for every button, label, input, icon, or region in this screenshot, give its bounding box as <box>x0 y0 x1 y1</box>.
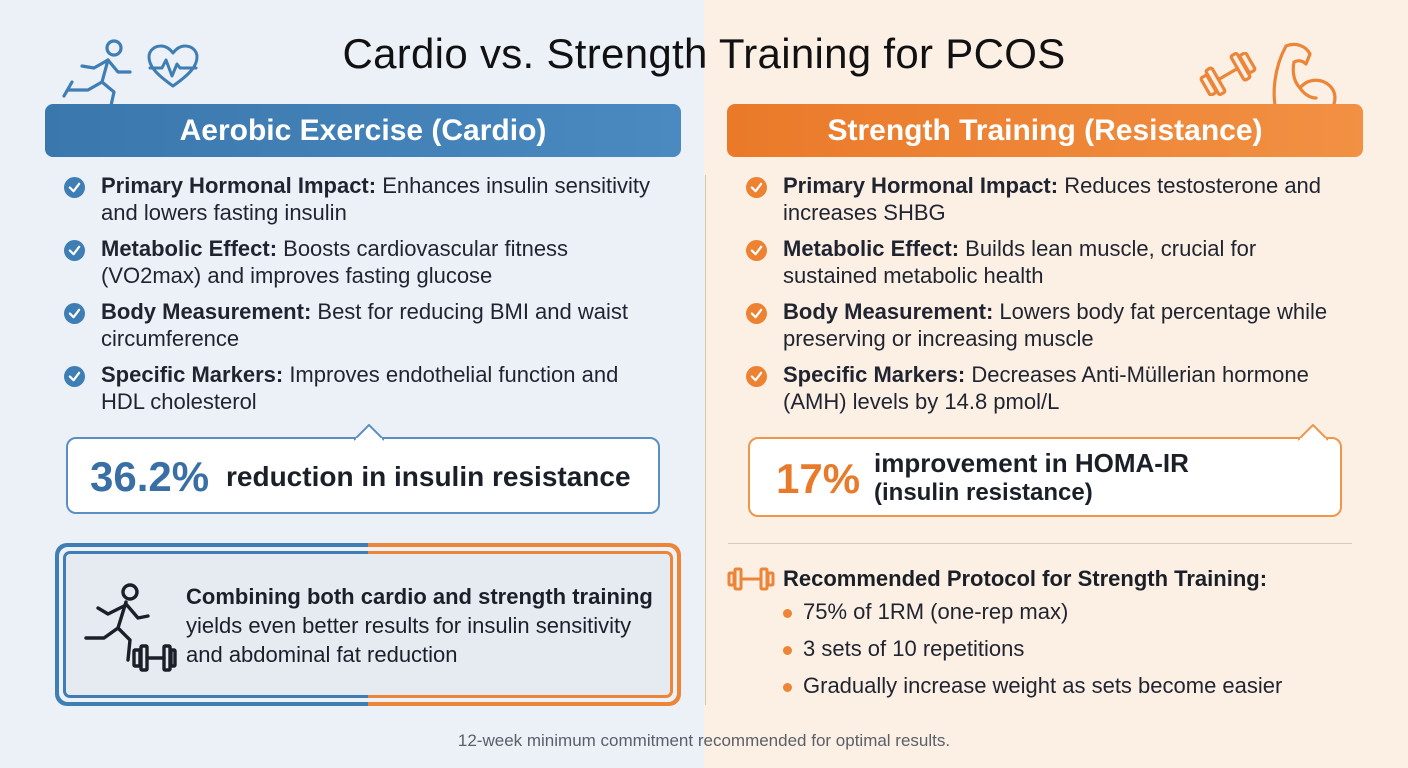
item-text: Improves endothelial function and HDL ch… <box>101 362 619 414</box>
footer-note: 12-week minimum commitment recommended f… <box>457 731 951 750</box>
combination-bold: Combining both cardio and strength train… <box>186 584 653 609</box>
item-text: Decreases Anti-Müllerian hormone (AMH) l… <box>783 362 1309 414</box>
combination-text: Combining both cardio and strength train… <box>186 582 666 669</box>
check-icon <box>64 240 85 261</box>
list-item: Specific Markers: Decreases Anti-Mülleri… <box>746 361 1346 415</box>
list-item: Metabolic Effect: Builds lean muscle, cr… <box>746 235 1346 289</box>
cardio-benefits-list: Primary Hormonal Impact: Enhances insuli… <box>64 172 664 424</box>
list-item: 3 sets of 10 repetitions <box>783 635 1282 662</box>
dumbbell-icon <box>727 567 775 591</box>
cardio-stat-value: 36.2% <box>90 453 210 500</box>
cardio-header: Aerobic Exercise (Cardio) <box>45 104 681 157</box>
list-item: Body Measurement: Lowers body fat percen… <box>746 298 1346 352</box>
item-label: Primary Hormonal Impact: <box>101 173 377 198</box>
list-item: 75% of 1RM (one-rep max) <box>783 598 1282 625</box>
list-item: Body Measurement: Best for reducing BMI … <box>64 298 664 352</box>
strength-stat-label: improvement in HOMA-IR <box>874 448 1189 478</box>
check-icon <box>64 303 85 324</box>
check-icon <box>746 240 767 261</box>
item-label: Specific Markers: <box>101 362 284 387</box>
item-label: Body Measurement: <box>101 299 312 324</box>
list-item: Metabolic Effect: Boosts cardiovascular … <box>64 235 664 289</box>
strength-header: Strength Training (Resistance) <box>727 104 1363 157</box>
runner-dumbbell-icon <box>84 583 177 672</box>
cardio-stat-callout: 36.2% reduction in insulin resistance <box>66 424 660 514</box>
cardio-stat-label: reduction in insulin resistance <box>226 461 631 492</box>
strength-stat-value: 17% <box>776 455 861 502</box>
strength-benefits-list: Primary Hormonal Impact: Reduces testost… <box>746 172 1346 424</box>
section-divider <box>728 543 1352 544</box>
item-text: Builds lean muscle, crucial for sustaine… <box>783 236 1257 288</box>
callout-pointer <box>1298 424 1328 441</box>
check-icon <box>64 177 85 198</box>
check-icon <box>64 366 85 387</box>
list-item: Gradually increase weight as sets become… <box>783 672 1282 699</box>
item-label: Metabolic Effect: <box>783 236 960 261</box>
item-label: Metabolic Effect: <box>101 236 278 261</box>
item-label: Primary Hormonal Impact: <box>783 173 1059 198</box>
combination-rest: yields even better results for insulin s… <box>186 613 632 667</box>
dumbbell-icon <box>1199 52 1257 96</box>
list-item: Specific Markers: Improves endothelial f… <box>64 361 664 415</box>
heart-pulse-icon <box>147 44 199 88</box>
strength-stat-callout: 17% improvement in HOMA-IR (insulin resi… <box>748 424 1342 517</box>
runner-icon <box>62 39 132 112</box>
strength-stat-sublabel: (insulin resistance) <box>874 479 1093 506</box>
item-label: Specific Markers: <box>783 362 966 387</box>
list-item: Primary Hormonal Impact: Reduces testost… <box>746 172 1346 226</box>
item-text: Reduces testosterone and increases SHBG <box>783 173 1322 225</box>
check-icon <box>746 177 767 198</box>
item-text: Boosts cardiovascular fitness (VO2max) a… <box>101 236 569 288</box>
protocol-title: Recommended Protocol for Strength Traini… <box>783 566 1268 591</box>
page-title: Cardio vs. Strength Training for PCOS <box>342 30 1066 77</box>
item-label: Body Measurement: <box>783 299 994 324</box>
callout-pointer <box>354 424 384 441</box>
item-text: Best for reducing BMI and waist circumfe… <box>101 299 628 351</box>
item-text: Lowers body fat percentage while preserv… <box>783 299 1328 351</box>
combination-callout: Combining both cardio and strength train… <box>55 543 681 706</box>
item-text: Enhances insulin sensitivity and lowers … <box>101 173 650 225</box>
check-icon <box>746 366 767 387</box>
list-item: Primary Hormonal Impact: Enhances insuli… <box>64 172 664 226</box>
column-divider <box>705 175 706 705</box>
protocol-list: 75% of 1RM (one-rep max) 3 sets of 10 re… <box>783 598 1282 709</box>
check-icon <box>746 303 767 324</box>
